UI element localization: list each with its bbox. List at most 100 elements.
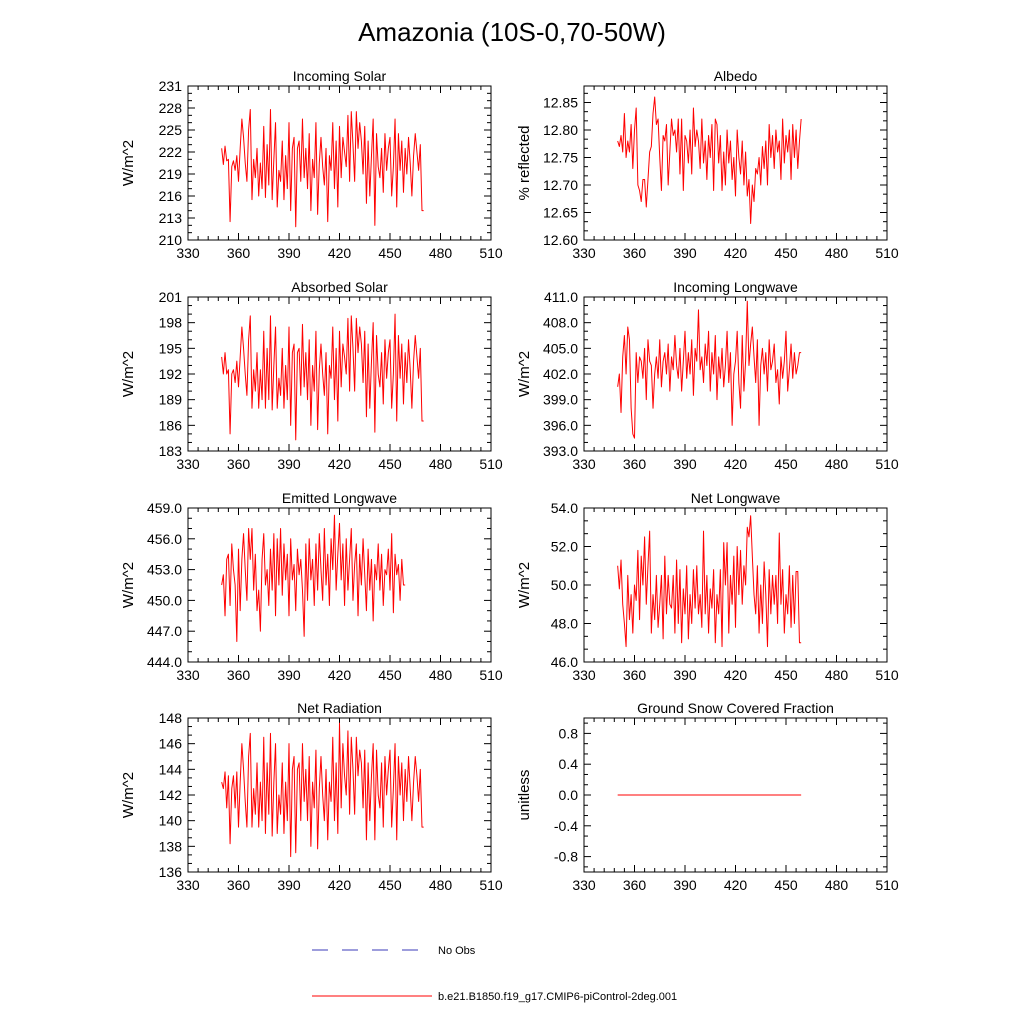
panel-net-radiation-ytick-label: 140	[159, 813, 183, 829]
panel-emitted-longwave-title: Emitted Longwave	[282, 490, 397, 506]
panel-absorbed-solar-series-line	[221, 313, 424, 441]
panel-incoming-solar-ytick-label: 213	[159, 210, 183, 226]
panel-albedo-xtick-label: 480	[825, 245, 849, 261]
panel-absorbed-solar-ytick-label: 201	[159, 289, 183, 305]
panel-net-longwave-xtick-label: 480	[825, 667, 849, 683]
panel-net-radiation-ylabel: W/m^2	[120, 772, 137, 818]
panel-incoming-longwave: Incoming Longwave W/m^2 330 360 390 420 450 480…	[516, 279, 899, 472]
panel-incoming-longwave-frame	[583, 296, 888, 452]
panel-emitted-longwave-ytick-label: 450.0	[147, 592, 182, 608]
panel-emitted-longwave-xtick-label: 480	[429, 667, 453, 683]
panel-net-longwave-ytick-label: 46.0	[551, 654, 578, 670]
panel-net-longwave-xtick-label: 390	[673, 667, 697, 683]
panel-incoming-solar-xtick-label: 420	[328, 245, 352, 261]
panel-ground-snow-covered-fraction-xtick-label: 360	[623, 877, 647, 893]
panel-incoming-solar-xtick-label: 480	[429, 245, 453, 261]
panel-incoming-longwave-ytick-label: 402.0	[543, 366, 578, 382]
panel-incoming-longwave-xtick-label: 420	[724, 456, 748, 472]
panel-absorbed-solar-ytick-label: 198	[159, 315, 183, 331]
panel-incoming-solar-xtick-label: 390	[277, 245, 301, 261]
panel-incoming-longwave-xtick-label: 510	[875, 456, 899, 472]
panel-incoming-solar-ytick-label: 228	[159, 100, 183, 116]
panel-net-radiation-xtick-label: 330	[176, 877, 200, 893]
panel-absorbed-solar-xtick-label: 360	[227, 456, 251, 472]
panel-albedo-ylabel: % reflected	[516, 125, 533, 200]
panel-net-radiation-ytick-label: 146	[159, 736, 183, 752]
panel-incoming-longwave-ytick-label: 408.0	[543, 315, 578, 331]
panel-net-radiation-ytick-label: 138	[159, 838, 183, 854]
panel-incoming-solar-ytick-label: 216	[159, 188, 183, 204]
panel-net-longwave-ytick-label: 50.0	[551, 577, 578, 593]
panel-emitted-longwave-xtick-label: 390	[277, 667, 301, 683]
panel-emitted-longwave-ylabel: W/m^2	[120, 562, 137, 608]
panel-albedo-xtick-label: 390	[673, 245, 697, 261]
panel-ground-snow-covered-fraction-ytick-label: -0.4	[554, 818, 578, 834]
panel-net-radiation-ytick-label: 148	[159, 710, 183, 726]
panel-absorbed-solar-xtick-label: 480	[429, 456, 453, 472]
panel-absorbed-solar-ytick-label: 186	[159, 417, 183, 433]
panel-incoming-solar-xtick-label: 510	[479, 245, 503, 261]
panel-albedo-ytick-label: 12.70	[543, 177, 578, 193]
panel-ground-snow-covered-fraction-xtick-label: 510	[875, 877, 899, 893]
panel-incoming-solar-series-line	[221, 108, 424, 228]
panel-incoming-longwave-xtick-label: 330	[572, 456, 596, 472]
panel-incoming-longwave-title: Incoming Longwave	[673, 279, 798, 295]
panel-absorbed-solar-ytick-label: 192	[159, 366, 183, 382]
panel-emitted-longwave-xtick-label: 450	[378, 667, 402, 683]
panel-emitted-longwave-series-line	[221, 514, 406, 642]
panel-net-longwave-xtick-label: 330	[572, 667, 596, 683]
panel-absorbed-solar-xtick-label: 330	[176, 456, 200, 472]
legend-no-obs-label: No Obs	[438, 945, 476, 957]
panel-net-radiation-ytick-label: 144	[159, 761, 183, 777]
panel-albedo-ytick-label: 12.65	[543, 205, 578, 221]
panel-albedo-ytick-label: 12.85	[543, 95, 578, 111]
panel-incoming-longwave-ylabel: W/m^2	[516, 351, 533, 397]
panel-net-longwave-xtick-label: 450	[774, 667, 798, 683]
panel-absorbed-solar-ylabel: W/m^2	[120, 351, 137, 397]
panel-absorbed-solar-ytick-label: 189	[159, 392, 183, 408]
panel-net-radiation-xtick-label: 480	[429, 877, 453, 893]
panel-ground-snow-covered-fraction-xtick-label: 330	[572, 877, 596, 893]
panel-incoming-longwave-ytick-label: 399.0	[543, 392, 578, 408]
panel-emitted-longwave-ytick-label: 453.0	[147, 562, 182, 578]
panel-incoming-longwave-xtick-label: 450	[774, 456, 798, 472]
panel-ground-snow-covered-fraction-ytick-label: 0.0	[559, 787, 579, 803]
panel-emitted-longwave-xtick-label: 420	[328, 667, 352, 683]
panel-incoming-longwave-xtick-label: 390	[673, 456, 697, 472]
panel-incoming-longwave-series-line	[617, 300, 802, 439]
panel-emitted-longwave-ytick-label: 447.0	[147, 623, 182, 639]
panel-albedo-ytick-label: 12.60	[543, 232, 578, 248]
panel-net-longwave-ytick-label: 54.0	[551, 500, 578, 516]
panel-net-radiation-ytick-label: 142	[159, 787, 183, 803]
panel-ground-snow-covered-fraction-title: Ground Snow Covered Fraction	[637, 700, 834, 716]
panel-incoming-solar-xtick-label: 360	[227, 245, 251, 261]
panel-incoming-solar-ytick-label: 219	[159, 166, 183, 182]
panel-absorbed-solar: Absorbed Solar W/m^2 330 360 390 420 450 480 510…	[120, 279, 503, 472]
panel-net-longwave-series-line	[617, 515, 802, 648]
panel-incoming-longwave-ytick-label: 393.0	[543, 443, 578, 459]
panel-albedo-xtick-label: 330	[572, 245, 596, 261]
panel-incoming-solar-ytick-label: 210	[159, 232, 183, 248]
panel-incoming-solar-xtick-label: 330	[176, 245, 200, 261]
page-title: Amazonia (10S-0,70-50W)	[358, 17, 666, 47]
panel-net-radiation-ytick-label: 136	[159, 864, 183, 880]
panel-net-radiation-xtick-label: 510	[479, 877, 503, 893]
panel-ground-snow-covered-fraction-ytick-label: -0.8	[554, 849, 578, 865]
panel-net-longwave-title: Net Longwave	[691, 490, 781, 506]
panel-albedo-xtick-label: 510	[875, 245, 899, 261]
panel-albedo-xtick-label: 450	[774, 245, 798, 261]
panel-net-radiation: Net Radiation W/m^2 330 360 390 420 450 480 510 1…	[120, 700, 503, 893]
panel-net-radiation-xtick-label: 420	[328, 877, 352, 893]
panel-net-radiation-xtick-label: 450	[378, 877, 402, 893]
panel-incoming-longwave-xtick-label: 480	[825, 456, 849, 472]
panel-incoming-solar-ylabel: W/m^2	[120, 140, 137, 186]
panel-ground-snow-covered-fraction-xtick-label: 420	[724, 877, 748, 893]
panel-incoming-solar-xtick-label: 450	[378, 245, 402, 261]
panel-net-longwave-xtick-label: 510	[875, 667, 899, 683]
panel-incoming-solar-title: Incoming Solar	[293, 68, 387, 84]
panel-net-longwave-xtick-label: 420	[724, 667, 748, 683]
panel-albedo-ytick-label: 12.75	[543, 150, 578, 166]
panel-absorbed-solar-xtick-label: 450	[378, 456, 402, 472]
panel-emitted-longwave-xtick-label: 330	[176, 667, 200, 683]
